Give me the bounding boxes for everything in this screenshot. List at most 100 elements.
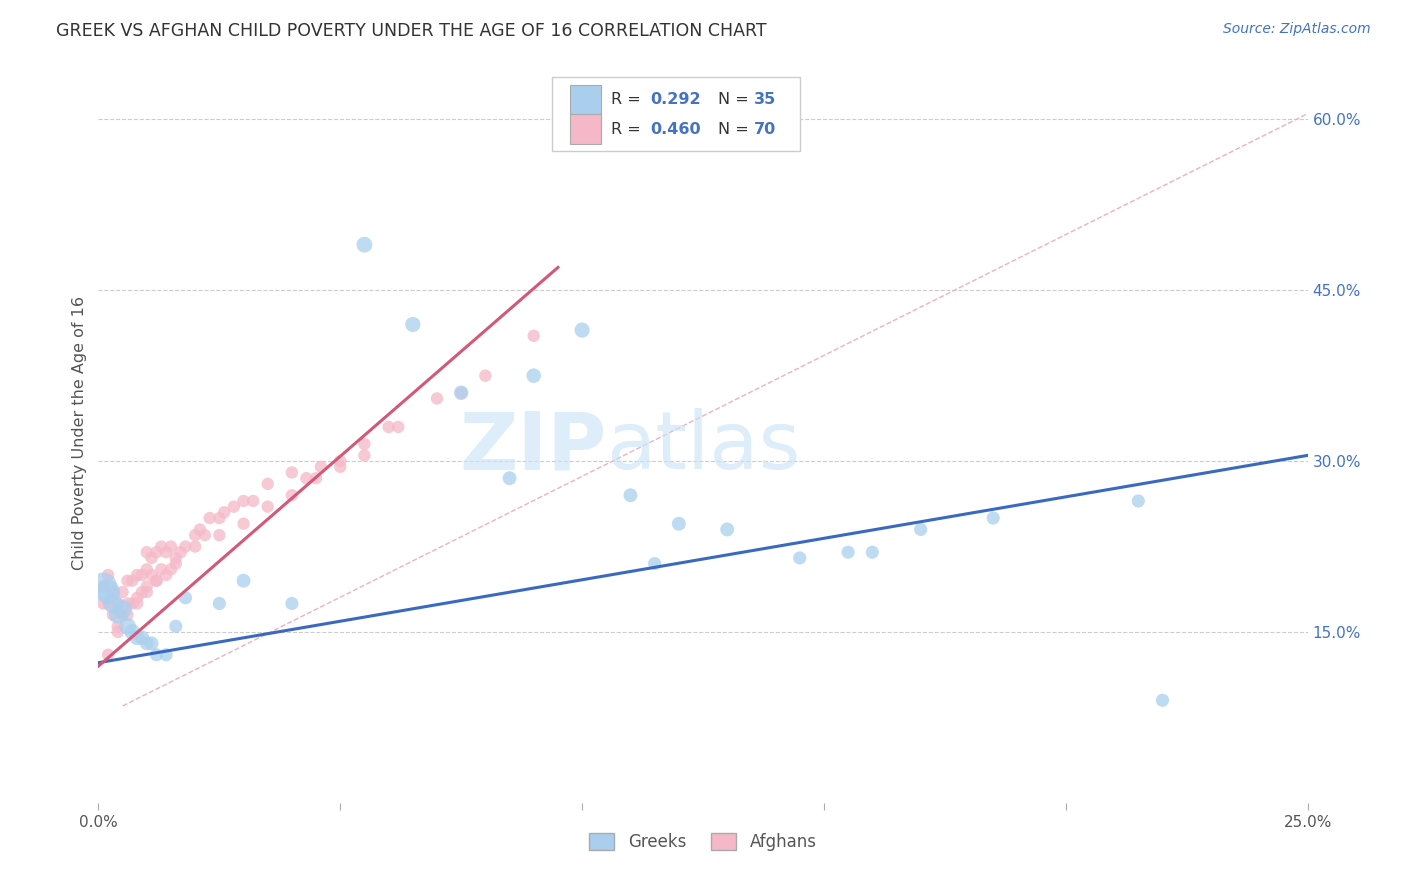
Point	[111, 585, 134, 599]
Point	[117, 597, 139, 611]
Point	[101, 585, 124, 599]
Point	[117, 619, 139, 633]
Point	[450, 385, 472, 400]
Point	[97, 648, 120, 662]
Point	[121, 574, 143, 588]
Point	[208, 511, 231, 525]
Point	[242, 494, 264, 508]
Point	[145, 574, 167, 588]
Text: 0.460: 0.460	[650, 121, 700, 136]
Legend: Greeks, Afghans: Greeks, Afghans	[583, 826, 823, 857]
Point	[860, 545, 883, 559]
Point	[232, 494, 254, 508]
Point	[165, 557, 187, 571]
Y-axis label: Child Poverty Under the Age of 16: Child Poverty Under the Age of 16	[72, 295, 87, 570]
Point	[184, 528, 207, 542]
Text: R =: R =	[612, 121, 645, 136]
Point	[981, 511, 1004, 525]
Point	[141, 636, 163, 650]
Point	[910, 523, 932, 537]
Point	[155, 545, 177, 559]
Point	[97, 597, 120, 611]
Point	[212, 505, 235, 519]
Point	[131, 568, 153, 582]
Text: 0.292: 0.292	[650, 92, 700, 107]
Point	[150, 562, 173, 576]
Point	[353, 437, 375, 451]
Point	[160, 540, 183, 554]
Point	[121, 624, 143, 639]
Point	[198, 511, 221, 525]
Point	[305, 471, 328, 485]
Text: N =: N =	[717, 121, 754, 136]
Point	[174, 591, 197, 605]
Point	[644, 557, 666, 571]
Point	[145, 574, 167, 588]
Point	[135, 636, 157, 650]
Point	[716, 523, 738, 537]
Point	[619, 488, 641, 502]
Point	[165, 550, 187, 565]
Point	[135, 562, 157, 576]
Point	[329, 454, 352, 468]
Point	[571, 323, 593, 337]
Point	[101, 607, 124, 622]
Point	[160, 562, 183, 576]
Point	[165, 619, 187, 633]
Point	[232, 516, 254, 531]
Point	[101, 597, 124, 611]
Point	[837, 545, 859, 559]
Text: GREEK VS AFGHAN CHILD POVERTY UNDER THE AGE OF 16 CORRELATION CHART: GREEK VS AFGHAN CHILD POVERTY UNDER THE …	[56, 22, 766, 40]
Point	[127, 568, 149, 582]
Point	[523, 328, 546, 343]
Point	[135, 579, 157, 593]
Point	[97, 585, 120, 599]
Point	[474, 368, 496, 383]
Point	[145, 545, 167, 559]
Point	[131, 631, 153, 645]
Point	[117, 607, 139, 622]
Point	[107, 619, 129, 633]
Point	[127, 591, 149, 605]
Point	[208, 528, 231, 542]
Point	[377, 420, 399, 434]
Point	[329, 459, 352, 474]
Point	[135, 585, 157, 599]
Point	[155, 568, 177, 582]
Point	[668, 516, 690, 531]
Point	[353, 449, 375, 463]
FancyBboxPatch shape	[551, 78, 800, 152]
Point	[450, 385, 472, 400]
Point	[145, 648, 167, 662]
Point	[169, 545, 191, 559]
Text: N =: N =	[717, 92, 754, 107]
Point	[131, 585, 153, 599]
Text: atlas: atlas	[606, 409, 800, 486]
Text: Source: ZipAtlas.com: Source: ZipAtlas.com	[1223, 22, 1371, 37]
Point	[97, 568, 120, 582]
Point	[174, 540, 197, 554]
Point	[155, 648, 177, 662]
Point	[107, 624, 129, 639]
Point	[127, 631, 149, 645]
Point	[135, 545, 157, 559]
Text: ZIP: ZIP	[458, 409, 606, 486]
Point	[402, 318, 425, 332]
Point	[232, 574, 254, 588]
Point	[184, 540, 207, 554]
Point	[256, 500, 278, 514]
Point	[387, 420, 409, 434]
Text: 70: 70	[754, 121, 776, 136]
Point	[1128, 494, 1150, 508]
Point	[117, 574, 139, 588]
FancyBboxPatch shape	[569, 114, 602, 144]
Point	[1152, 693, 1174, 707]
Point	[111, 607, 134, 622]
Point	[188, 523, 211, 537]
Point	[222, 500, 245, 514]
Point	[127, 597, 149, 611]
Point	[281, 488, 304, 502]
Point	[107, 597, 129, 611]
Point	[426, 392, 449, 406]
Point	[256, 476, 278, 491]
